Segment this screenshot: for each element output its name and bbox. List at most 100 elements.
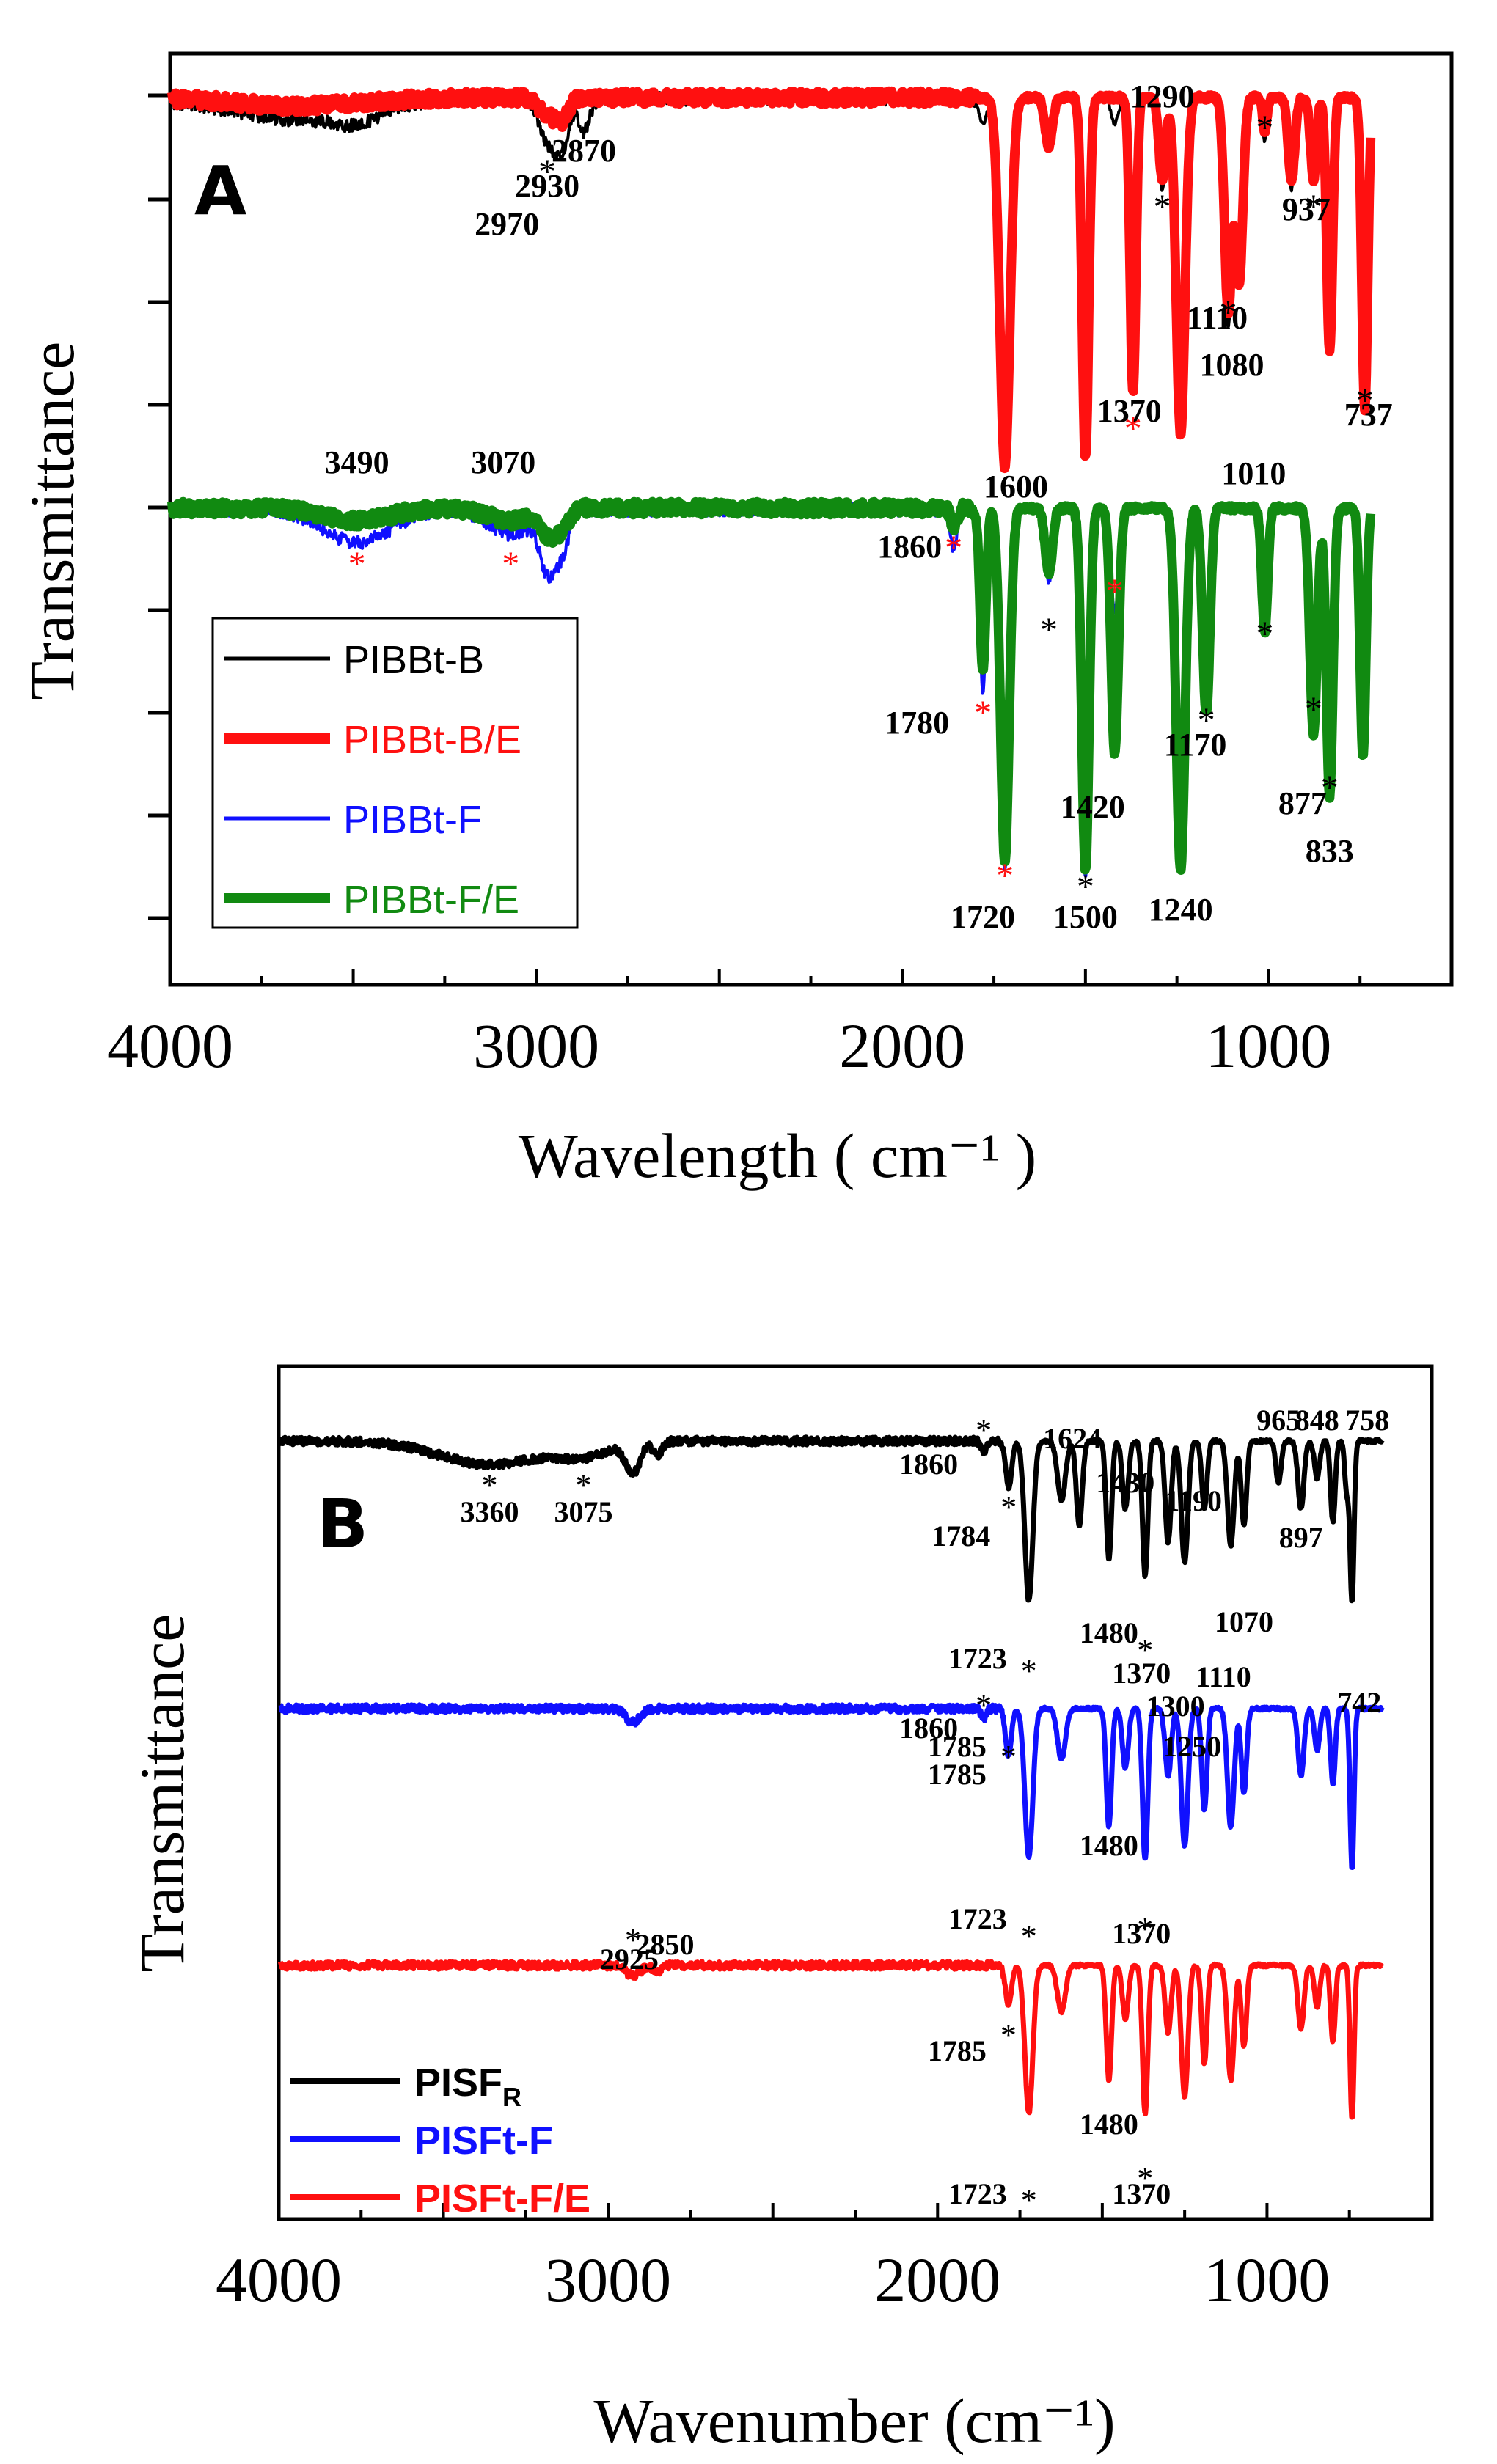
panel-a-peak-marker: * xyxy=(1077,868,1094,906)
panel-b-peak-label: 1784 xyxy=(931,1519,990,1552)
legend-label-pisft-f: PISFt-F xyxy=(414,2119,553,2163)
panel-a-peak-label: 833 xyxy=(1306,833,1354,869)
panel-b-peak-label: 1480 xyxy=(1080,1616,1138,1649)
panel-a-peak-label: 3070 xyxy=(471,444,535,480)
panel-b-peak-marker: * xyxy=(1137,2160,1153,2196)
panel-a-peak-label: 1420 xyxy=(1061,789,1125,825)
panel-b-peak-marker: * xyxy=(1021,1918,1037,1954)
panel-b-x-tick-label: 1000 xyxy=(1204,2245,1330,2315)
panel-b-peak-label: 742 xyxy=(1337,1686,1381,1719)
legend-label-pibbt-f: PIBBt-F xyxy=(343,798,482,842)
panel-a-peak-marker: * xyxy=(348,545,366,584)
panel-a-peak-marker: * xyxy=(1321,769,1339,807)
panel-b-peak-label: 1070 xyxy=(1215,1605,1273,1638)
panel-a-peak-label: 2930 xyxy=(515,168,579,204)
panel-b-peak-label: 1300 xyxy=(1146,1690,1205,1723)
panel-a-peak-marker: * xyxy=(974,694,992,733)
panel-b-peak-label: 3360 xyxy=(460,1495,519,1528)
panel-b-peak-label: 965 xyxy=(1256,1404,1300,1437)
panel-b-peak-marker: * xyxy=(1137,1911,1153,1947)
panel-b-peak-marker: * xyxy=(1137,1632,1153,1668)
panel-b-peak-label: 1785 xyxy=(928,1758,987,1791)
panel-b-peak-label: 848 xyxy=(1295,1404,1339,1437)
panel-a-peak-label: 1080 xyxy=(1199,347,1264,383)
panel-a-peak-label: 1600 xyxy=(984,469,1048,505)
panel-b-peak-label: 758 xyxy=(1345,1404,1389,1437)
legend-label-pisf-r-sub: R xyxy=(502,2082,521,2112)
panel-a-peak-marker: * xyxy=(1256,615,1273,653)
panel-a-peak-label: 1500 xyxy=(1053,899,1118,935)
panel-a-peak-label: 2870 xyxy=(552,133,616,169)
panel-a-peak-label: 1010 xyxy=(1221,455,1286,491)
panel-b: 4000 3000 2000 1000 3360 3075 1860 1624 1784 143… xyxy=(127,1364,1434,2456)
panel-a-peak-label: 1720 xyxy=(951,899,1015,935)
series-pisft-f xyxy=(278,1702,1385,1870)
panel-a-peak-label: 937 xyxy=(1282,191,1331,227)
panel-a-peak-label: 1170 xyxy=(1164,727,1227,763)
panel-a-peak-marker: * xyxy=(1106,572,1124,611)
panel-a-peak-label: 737 xyxy=(1344,397,1393,433)
panel-a-peak-label: 1240 xyxy=(1149,892,1213,928)
panel-b-peak-label: 2925 xyxy=(600,1943,659,1976)
panel-a-peak-marker: * xyxy=(1198,701,1215,740)
panel-b-peak-label: 1480 xyxy=(1080,2108,1138,2141)
panel-b-xlabel: Wavenumber (cm⁻¹) xyxy=(593,2386,1115,2456)
panel-b-peak-label: 1785 xyxy=(928,1730,987,1763)
panel-b-peak-marker: * xyxy=(1000,1739,1017,1775)
panel-a-x-tick-label: 4000 xyxy=(107,1011,233,1081)
panel-a-peak-marker: * xyxy=(1124,409,1142,448)
panel-a-peak-label: 1860 xyxy=(877,529,942,565)
panel-a-peak-label: 877 xyxy=(1278,785,1327,821)
panel-b-peak-label: 1110 xyxy=(1196,1660,1251,1693)
panel-b-letter: B xyxy=(317,1485,368,1563)
panel-b-peak-label: 3075 xyxy=(554,1495,612,1528)
panel-b-peak-marker: * xyxy=(976,1412,992,1448)
panel-b-peak-marker: * xyxy=(976,1687,992,1723)
panel-a-series xyxy=(167,86,1376,878)
panel-a-peak-marker: * xyxy=(1220,293,1237,332)
series-pisft-f-e xyxy=(277,1959,1385,2120)
panel-a-y-ticks xyxy=(148,93,170,920)
legend-label-pibbt-b: PIBBt-B xyxy=(343,638,484,682)
panel-b-peak-label: 1430 xyxy=(1096,1466,1154,1499)
panel-a-legend: PIBBt-B PIBBt-B/E PIBBt-F PIBBt-F/E xyxy=(211,617,579,929)
legend-label-pibbt-f-e: PIBBt-F/E xyxy=(343,878,519,922)
panel-a-legend-box xyxy=(211,617,579,929)
panel-b-peak-label: 1723 xyxy=(948,1642,1007,1675)
panel-a-ylabel: Transmittance xyxy=(17,342,87,700)
panel-a-peak-marker: * xyxy=(1305,690,1322,729)
series-pisf-r xyxy=(277,1434,1385,1604)
panel-a-peak-label: 1110 xyxy=(1187,300,1248,336)
panel-b-peak-marker: * xyxy=(625,1922,641,1958)
series-pibbt-f-e xyxy=(167,496,1376,875)
panel-a-xlabel: Wavelength ( cm⁻¹ ) xyxy=(519,1121,1037,1191)
panel-b-peak-label: 1624 xyxy=(1043,1422,1102,1455)
panel-b-peak-label: 1190 xyxy=(1165,1484,1222,1517)
panel-b-peak-label: 1723 xyxy=(948,1902,1007,1935)
panel-b-x-tick-label: 2000 xyxy=(874,2245,1000,2315)
panel-b-peak-marker: * xyxy=(481,1467,497,1503)
panel-b-peak-label: 1723 xyxy=(948,2177,1007,2210)
panel-b-peak-label: 1370 xyxy=(1112,1917,1171,1950)
panel-a-peak-marker: * xyxy=(1040,611,1058,650)
panel-a-peak-marker: * xyxy=(945,529,962,568)
panel-b-peak-label: 2850 xyxy=(636,1928,695,1961)
legend-label-pisft-f-e: PISFt-F/E xyxy=(414,2177,590,2221)
panel-b-peak-marker: * xyxy=(1021,2182,1037,2218)
panel-a-peak-label: 3490 xyxy=(325,444,389,480)
panel-b-peak-label: 1370 xyxy=(1112,2177,1171,2210)
panel-a-peak-marker: * xyxy=(996,857,1014,895)
panel-b-peak-marker: * xyxy=(1000,2017,1017,2053)
panel-a-peak-marker: * xyxy=(1356,381,1374,420)
panel-b-peak-label: 1480 xyxy=(1080,1829,1138,1862)
panel-a-peak-marker: * xyxy=(1154,188,1171,227)
panel-b-peak-label: 1785 xyxy=(928,2034,987,2067)
panel-b-peak-marker: * xyxy=(1021,1653,1037,1689)
panel-b-legend: PISFR PISFt-F PISFt-F/E xyxy=(290,2061,590,2221)
legend-label-pisf-r: PISFR xyxy=(414,2061,521,2112)
panel-a-peak-label: 1370 xyxy=(1097,393,1162,429)
panel-a-peak-label: 1780 xyxy=(885,705,949,741)
panel-b-x-tick-label: 3000 xyxy=(545,2245,671,2315)
